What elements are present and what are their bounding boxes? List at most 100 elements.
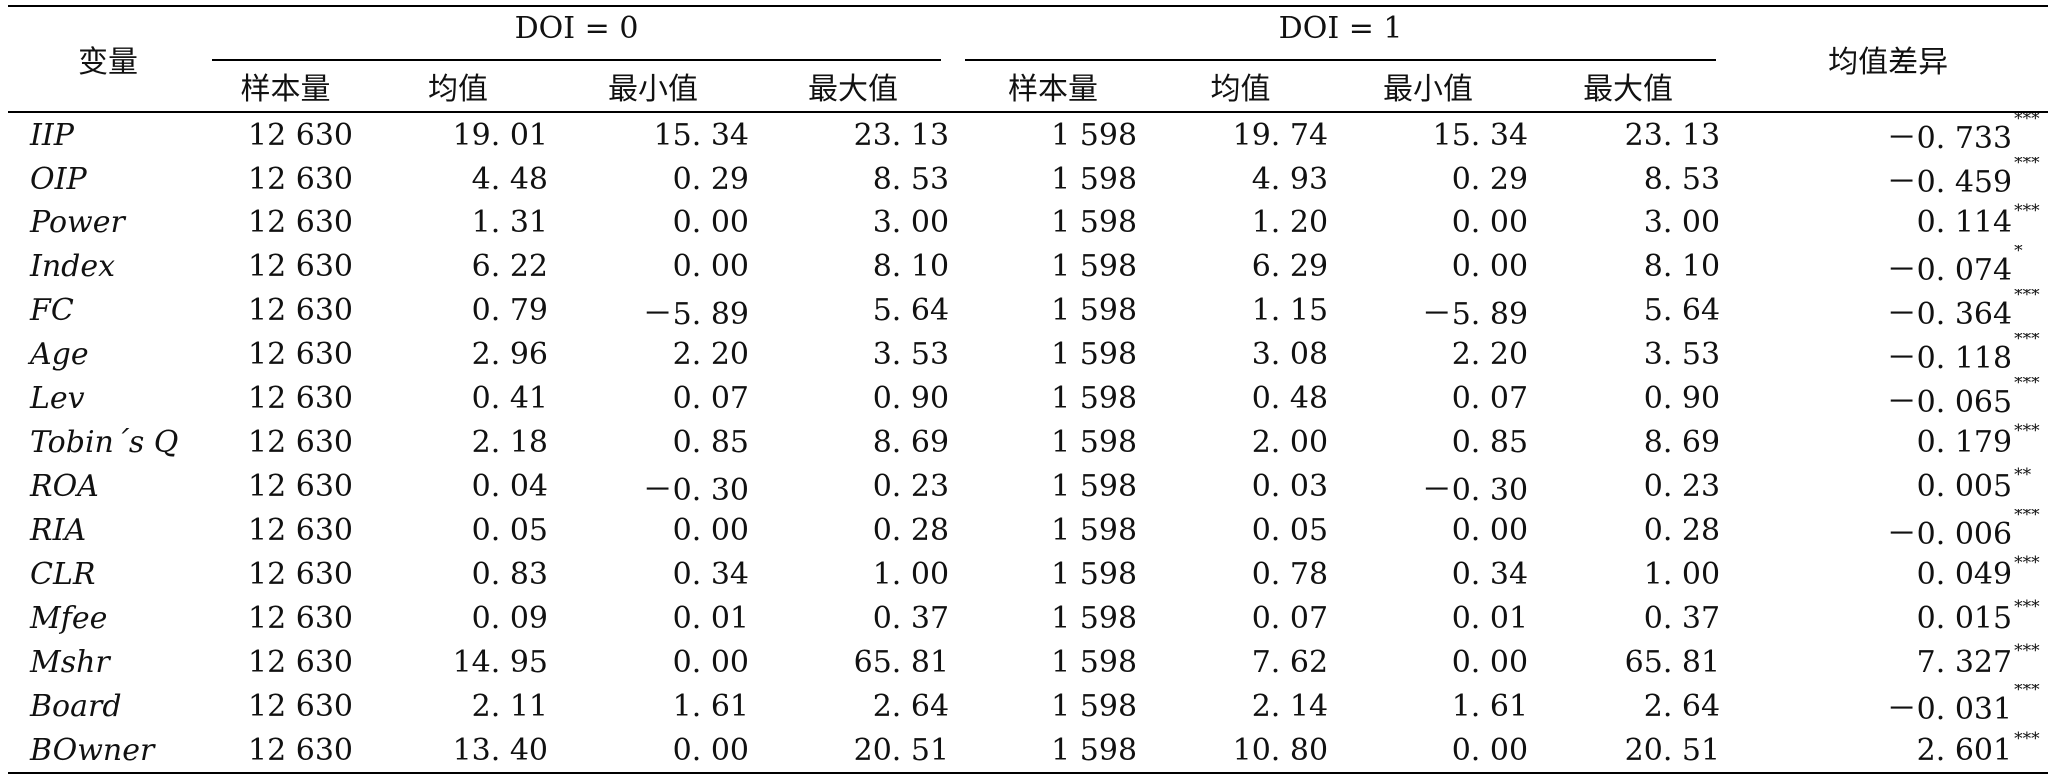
cell-variable: BOwner bbox=[8, 728, 208, 774]
cell-variable: Mshr bbox=[30, 645, 110, 680]
cell-mean-doi0: 19. 01 bbox=[452, 117, 548, 153]
cell-min-doi1: 15. 34 bbox=[1432, 117, 1529, 153]
table-row: CLR 12 630 0. 83 0. 34 1. 00 1 598 0. 78 0. 34 1… bbox=[8, 553, 2048, 597]
cell-n-doi0: 12 630 bbox=[248, 205, 353, 241]
table-row: Tobin´s Q 12 630 2. 18 0. 85 8. 69 1 598 2. 00… bbox=[8, 421, 2048, 465]
header-min-doi1: 最小值 bbox=[1328, 61, 1529, 113]
cell-min-doi0: 0. 00 bbox=[672, 205, 749, 241]
mean-diff-value: －0. 733 bbox=[1886, 121, 2013, 156]
significance-marker: *** bbox=[2014, 112, 2040, 129]
cell-min-doi1: 0. 01 bbox=[1451, 601, 1529, 637]
cell-mean-doi1: 0. 78 bbox=[1251, 557, 1329, 593]
table-row: OIP 12 630 4. 48 0. 29 8. 53 1 598 4. 93 0. 29 8… bbox=[8, 157, 2048, 201]
cell-min-doi1: 0. 85 bbox=[1451, 425, 1529, 461]
cell-n-doi0: 12 630 bbox=[248, 469, 353, 505]
mean-diff-value: －0. 031 bbox=[1886, 692, 2013, 728]
cell-variable: Tobin´s Q bbox=[30, 425, 179, 461]
significance-marker: ** bbox=[2014, 465, 2032, 486]
significance-marker: *** bbox=[2014, 421, 2040, 442]
cell-variable: Index bbox=[30, 249, 116, 285]
cell-min-doi1: 0. 34 bbox=[1451, 557, 1529, 593]
cell-mean-doi0: 2. 18 bbox=[471, 425, 548, 461]
cell-variable: Power bbox=[30, 205, 125, 241]
significance-marker: *** bbox=[2014, 641, 2040, 661]
cell-max-doi0: 0. 28 bbox=[872, 513, 950, 549]
cell-max-doi0: 0. 37 bbox=[872, 601, 950, 637]
significance-marker: *** bbox=[2014, 201, 2040, 222]
cell-min-doi0: 15. 34 bbox=[653, 117, 749, 153]
mean-diff-value: 0. 015 bbox=[1916, 601, 2013, 637]
cell-n-doi0: 12 630 bbox=[248, 688, 353, 724]
cell-n-doi1: 1 598 bbox=[1051, 645, 1138, 680]
cell-mean-diff: －0. 006*** bbox=[1728, 509, 2048, 553]
cell-max-doi0: 0. 90 bbox=[872, 381, 950, 417]
header-min-doi0: 最小值 bbox=[553, 61, 753, 113]
cell-max-doi1: 1. 00 bbox=[1643, 557, 1721, 593]
header-n-doi0: 样本量 bbox=[208, 61, 363, 113]
significance-marker: *** bbox=[2014, 376, 2040, 393]
cell-max-doi0: 5. 64 bbox=[872, 293, 950, 329]
mean-diff-value: －0. 118 bbox=[1886, 340, 2013, 376]
cell-mean-doi0: 0. 04 bbox=[471, 469, 548, 505]
cell-mean-doi1: 1. 15 bbox=[1251, 293, 1329, 329]
cell-mean-diff: －0. 031*** bbox=[1728, 684, 2048, 728]
cell-min-doi0: －0. 30 bbox=[642, 472, 749, 508]
header-mean-doi0: 均值 bbox=[363, 61, 553, 113]
cell-min-doi1: 0. 00 bbox=[1328, 728, 1529, 774]
cell-max-doi0: 2. 64 bbox=[872, 688, 950, 724]
cell-variable: ROA bbox=[30, 469, 99, 505]
cell-mean-doi0: 1. 31 bbox=[471, 205, 548, 241]
cell-mean-diff: －0. 459*** bbox=[1728, 157, 2048, 201]
cell-mean-doi1: 6. 29 bbox=[1251, 249, 1329, 285]
table-row: IIP 12 630 19. 01 15. 34 23. 13 1 598 19. 74 15… bbox=[8, 112, 2048, 157]
cell-mean-diff: 0. 015 *** bbox=[1728, 597, 2048, 641]
cell-max-doi1: 8. 69 bbox=[1643, 425, 1721, 461]
cell-mean-doi0: 0. 05 bbox=[471, 513, 548, 549]
summary-statistics-table: 变量 DOI = 0 DOI = 1 均值差异 样本量 均值 最小值 最大值 样… bbox=[8, 5, 2048, 774]
significance-marker: *** bbox=[2014, 332, 2040, 349]
header-n-doi1: 样本量 bbox=[953, 61, 1154, 113]
cell-n-doi1: 1 598 bbox=[1051, 425, 1138, 461]
cell-max-doi0: 8. 53 bbox=[872, 161, 950, 197]
cell-max-doi1: 3. 53 bbox=[1643, 337, 1721, 373]
cell-min-doi1: 0. 07 bbox=[1451, 381, 1529, 417]
cell-mean-doi1: 1. 20 bbox=[1251, 205, 1329, 241]
cell-mean-doi1: 3. 08 bbox=[1251, 337, 1329, 373]
cell-variable: OIP bbox=[30, 161, 87, 197]
cell-mean-diff: －0. 733*** bbox=[1728, 112, 2048, 157]
cell-variable: Board bbox=[30, 688, 122, 724]
cell-n-doi0: 12 630 bbox=[248, 117, 353, 153]
cell-max-doi1: 8. 53 bbox=[1643, 161, 1721, 197]
significance-marker: *** bbox=[2014, 157, 2040, 173]
cell-mean-doi0: 0. 83 bbox=[471, 557, 548, 593]
cell-max-doi0: 20. 51 bbox=[753, 728, 954, 774]
cell-max-doi0: 65. 81 bbox=[853, 645, 950, 680]
cell-min-doi0: 0. 85 bbox=[672, 425, 749, 461]
cell-mean-diff: 0. 049 *** bbox=[1728, 553, 2048, 597]
cell-n-doi1: 1 598 bbox=[1051, 161, 1138, 197]
table-row: ROA 12 630 0. 04 －0. 30 0. 23 1 598 0. 03 －0. 3… bbox=[8, 465, 2048, 509]
table-row: Mfee 12 630 0. 09 0. 01 0. 37 1 598 0. 07 0. 01… bbox=[8, 597, 2048, 641]
mean-diff-value: 0. 179 bbox=[1916, 425, 2013, 461]
significance-marker: * bbox=[2014, 244, 2023, 261]
cell-mean-doi1: 0. 03 bbox=[1251, 469, 1329, 505]
cell-max-doi0: 3. 00 bbox=[872, 205, 950, 241]
mean-diff-value: －0. 065 bbox=[1886, 384, 2013, 420]
cell-min-doi0: 0. 07 bbox=[672, 381, 749, 417]
cell-min-doi0: 0. 00 bbox=[553, 728, 753, 774]
mean-diff-value: 7. 327 bbox=[1916, 645, 2013, 680]
mean-diff-value: －0. 364 bbox=[1886, 296, 2013, 332]
cell-variable: Age bbox=[30, 337, 89, 373]
significance-marker: *** bbox=[2014, 597, 2040, 618]
cell-n-doi1: 1 598 bbox=[1051, 205, 1138, 241]
cell-n-doi0: 12 630 bbox=[248, 645, 353, 680]
cell-max-doi0: 0. 23 bbox=[872, 469, 950, 505]
cell-n-doi0: 12 630 bbox=[248, 337, 353, 373]
cell-min-doi1: 2. 20 bbox=[1451, 337, 1529, 373]
header-group-doi1-label: DOI = 1 bbox=[965, 8, 1717, 61]
cell-variable: Lev bbox=[30, 381, 85, 417]
mean-diff-value: 0. 049 bbox=[1916, 557, 2013, 593]
cell-n-doi1: 1 598 bbox=[1051, 293, 1138, 329]
cell-n-doi1: 1 598 bbox=[1051, 557, 1138, 593]
cell-n-doi0: 12 630 bbox=[248, 557, 353, 593]
